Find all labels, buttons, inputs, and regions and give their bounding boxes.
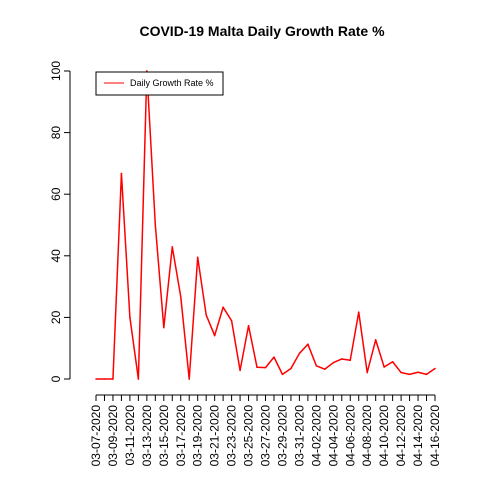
x-tick-label: 03-31-2020 — [292, 405, 306, 467]
y-axis: 0 20 40 60 80 100 — [49, 61, 71, 382]
chart-title: COVID-19 Malta Daily Growth Rate % — [139, 23, 385, 39]
y-tick-label: 100 — [49, 61, 63, 81]
x-tick-label: 04-16-2020 — [428, 405, 442, 467]
data-point — [290, 367, 292, 370]
data-point — [417, 371, 419, 374]
data-point — [103, 378, 106, 380]
data-point — [205, 314, 207, 316]
data-point — [383, 366, 385, 368]
data-point — [315, 364, 318, 367]
data-point — [247, 324, 250, 327]
x-tick-label: 03-25-2020 — [242, 405, 256, 467]
data-point — [357, 311, 360, 313]
x-tick-label: 04-12-2020 — [394, 405, 408, 467]
y-tick-label: 20 — [49, 310, 63, 324]
x-tick-label: 04-04-2020 — [326, 405, 340, 467]
data-point — [230, 319, 233, 322]
data-point — [366, 371, 369, 374]
data-point — [264, 366, 267, 369]
data-point — [400, 371, 402, 374]
data-point — [332, 361, 335, 364]
data-point — [349, 359, 352, 362]
x-tick-label: 03-11-2020 — [123, 405, 137, 466]
data-point — [154, 224, 157, 226]
x-tick-label: 03-27-2020 — [259, 405, 273, 467]
data-point — [273, 356, 275, 358]
x-tick-label: 03-23-2020 — [225, 405, 239, 467]
x-tick-label: 03-09-2020 — [106, 405, 120, 467]
x-tick-label: 04-14-2020 — [411, 405, 425, 467]
x-axis: 03-07-2020 03-09-2020 03-11-2020 03-13-2020… — [89, 394, 442, 467]
data-point — [324, 368, 326, 370]
x-tick-label: 04-10-2020 — [377, 405, 391, 467]
legend-label: Daily Growth Rate % — [130, 78, 214, 88]
data-point — [307, 343, 309, 345]
legend-box — [95, 71, 224, 96]
data-point — [146, 70, 148, 72]
y-tick-label: 80 — [49, 126, 63, 140]
data-point — [391, 360, 394, 363]
data-point — [340, 358, 343, 360]
x-tick-label: 03-15-2020 — [157, 405, 171, 467]
data-point — [239, 369, 241, 372]
data-point — [374, 339, 377, 341]
x-tick-label: 03-21-2020 — [208, 405, 222, 467]
x-tick-label: 03-13-2020 — [140, 405, 154, 467]
x-tick-label: 04-08-2020 — [360, 405, 374, 467]
x-tick-label: 03-07-2020 — [89, 405, 103, 467]
data-point — [95, 378, 97, 380]
data-point — [129, 316, 131, 319]
data-point — [281, 373, 284, 376]
y-tick-label: 0 — [49, 375, 63, 382]
data-point — [408, 373, 411, 376]
series-layer — [95, 70, 436, 380]
data-point — [120, 172, 123, 175]
y-tick-label: 60 — [49, 187, 63, 201]
series-line-0 — [96, 70, 436, 380]
legend: Daily Growth Rate % — [95, 71, 224, 96]
x-tick-label: 03-17-2020 — [174, 405, 188, 467]
data-point — [434, 367, 436, 370]
x-tick-label: 04-06-2020 — [343, 405, 357, 467]
data-point — [196, 256, 199, 259]
x-tick-label: 03-29-2020 — [275, 405, 289, 467]
x-tick-label: 03-19-2020 — [191, 405, 205, 467]
data-point — [188, 378, 191, 380]
data-point — [298, 352, 301, 355]
data-point — [171, 246, 174, 248]
data-point — [179, 295, 182, 298]
x-tick-label: 04-02-2020 — [309, 405, 323, 467]
data-point — [137, 378, 140, 380]
data-point — [112, 378, 114, 380]
data-point — [222, 306, 224, 309]
data-point — [213, 334, 216, 337]
data-point — [256, 366, 258, 369]
y-tick-label: 40 — [49, 249, 63, 263]
data-point — [163, 326, 165, 329]
data-point — [425, 373, 428, 376]
